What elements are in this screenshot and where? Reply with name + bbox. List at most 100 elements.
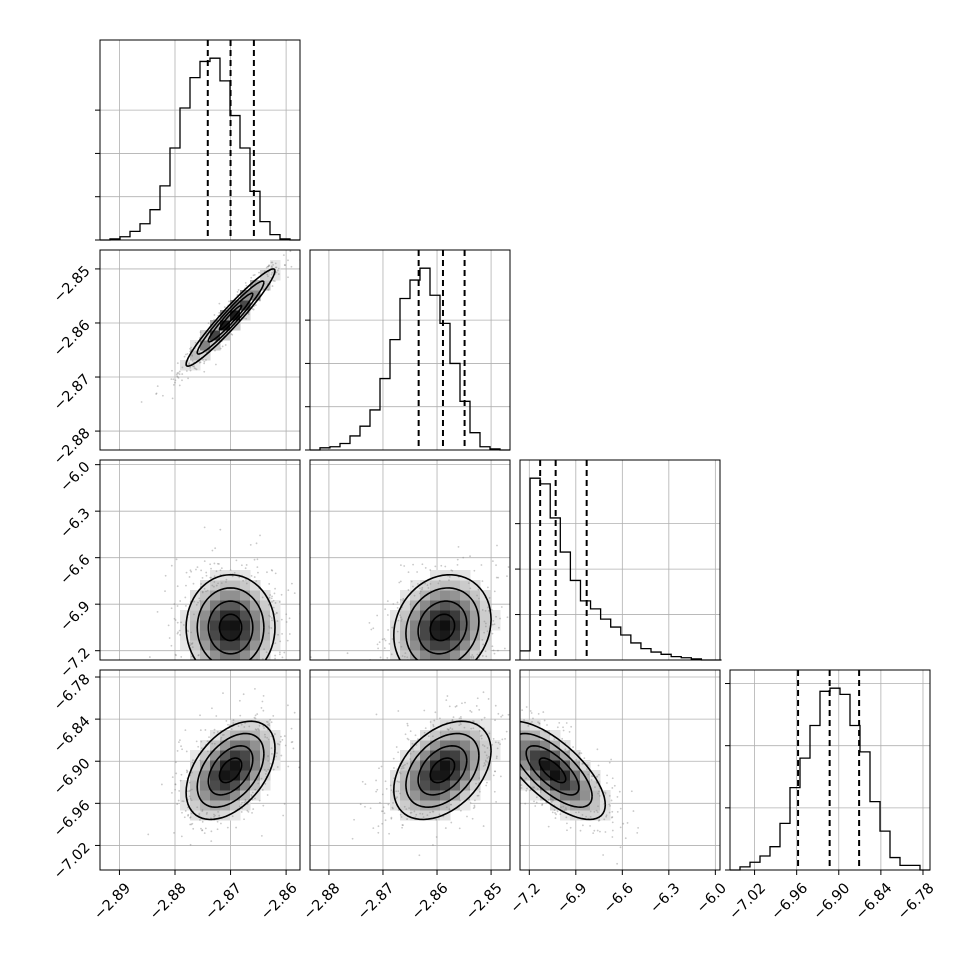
scatter-point	[499, 775, 502, 778]
scatter-point	[201, 809, 204, 811]
scatter-point	[214, 814, 216, 817]
scatter-point	[606, 782, 608, 784]
scatter-point	[278, 653, 281, 656]
scatter-point	[488, 732, 491, 735]
scatter-point	[235, 679, 237, 681]
density-bin	[390, 790, 401, 801]
scatter-point	[476, 697, 479, 700]
scatter-point	[203, 665, 205, 667]
scatter-point	[210, 680, 212, 682]
density-bin	[260, 740, 271, 751]
scatter-point	[230, 728, 233, 731]
density-bin	[400, 770, 411, 781]
scatter-point	[239, 714, 242, 717]
density-bin	[220, 580, 231, 591]
scatter-point	[164, 590, 166, 592]
scatter-point	[399, 614, 401, 617]
scatter-point	[186, 352, 189, 355]
density-bin	[260, 780, 271, 791]
scatter-point	[211, 682, 213, 684]
density-bin	[570, 810, 581, 821]
scatter-point	[250, 794, 253, 796]
scatter-point	[379, 672, 381, 674]
y-tick-label: −6.96	[51, 798, 94, 841]
scatter-point	[262, 725, 265, 727]
scatter-point	[173, 603, 176, 605]
scatter-point	[403, 655, 406, 658]
density-bin	[470, 580, 481, 591]
density-bin	[240, 640, 251, 651]
scatter-point	[389, 784, 392, 787]
scatter-point	[598, 794, 601, 797]
panel-frame	[309, 459, 511, 661]
scatter-point	[254, 717, 257, 720]
density-bin	[190, 610, 201, 621]
density-bin	[220, 780, 231, 791]
contour-line	[218, 757, 243, 784]
density-bin	[410, 800, 421, 811]
scatter-point	[164, 730, 166, 732]
scatter-point	[185, 769, 188, 772]
scatter-point	[266, 571, 268, 574]
panel-frame	[519, 459, 721, 661]
density-bin	[190, 800, 201, 811]
scatter-point	[199, 729, 202, 732]
scatter-point	[170, 378, 173, 380]
scatter-point	[389, 678, 391, 680]
scatter-point	[393, 672, 395, 674]
density-bin	[240, 290, 251, 301]
scatter-point	[423, 731, 426, 734]
scatter-point	[406, 724, 409, 727]
scatter-point	[189, 569, 192, 572]
density-bin	[230, 740, 241, 751]
scatter-point	[156, 385, 159, 388]
scatter-point	[542, 711, 545, 713]
scatter-point	[213, 314, 216, 316]
density-bin	[570, 780, 581, 791]
density-bin	[420, 580, 431, 591]
scatter-point	[210, 567, 212, 570]
x-tick-label: −2.86	[409, 880, 452, 923]
scatter-point	[140, 401, 143, 403]
scatter-point	[409, 812, 412, 814]
scatter-point	[482, 744, 484, 746]
scatter-point	[270, 276, 272, 279]
panel-frame	[99, 39, 301, 241]
density-bin	[520, 720, 531, 731]
scatter-point	[611, 787, 614, 789]
y-tick-label: −2.88	[51, 425, 94, 468]
density-bin	[470, 610, 481, 621]
scatter-point	[608, 811, 611, 814]
scatter-point	[212, 585, 215, 588]
scatter-point	[581, 763, 584, 765]
x-tick-label: −2.85	[463, 880, 506, 923]
scatter-point	[596, 829, 599, 832]
scatter-point	[270, 569, 273, 571]
density-bin	[240, 650, 251, 660]
scatter-point	[616, 862, 619, 865]
density-bin	[240, 580, 251, 591]
scatter-point	[387, 687, 389, 689]
scatter-point	[396, 606, 399, 609]
scatter-point	[495, 576, 498, 579]
scatter-point	[245, 578, 247, 581]
scatter-point	[261, 596, 264, 599]
density-bin	[220, 730, 231, 741]
scatter-point	[549, 798, 552, 801]
scatter-point	[268, 264, 271, 267]
contour-line	[520, 732, 593, 809]
scatter-point	[387, 629, 389, 631]
density-bin	[590, 810, 601, 821]
density-bin	[590, 780, 601, 791]
scatter-point	[384, 819, 387, 822]
density-bin	[570, 790, 581, 801]
scatter-point	[274, 642, 277, 645]
scatter-point	[493, 770, 496, 773]
panel-frame	[99, 669, 301, 871]
scatter-point	[596, 748, 599, 751]
scatter-point	[469, 709, 472, 712]
density-bin	[430, 650, 441, 660]
contour-line	[207, 292, 254, 343]
scatter-point	[402, 667, 404, 669]
scatter-point	[195, 568, 197, 571]
